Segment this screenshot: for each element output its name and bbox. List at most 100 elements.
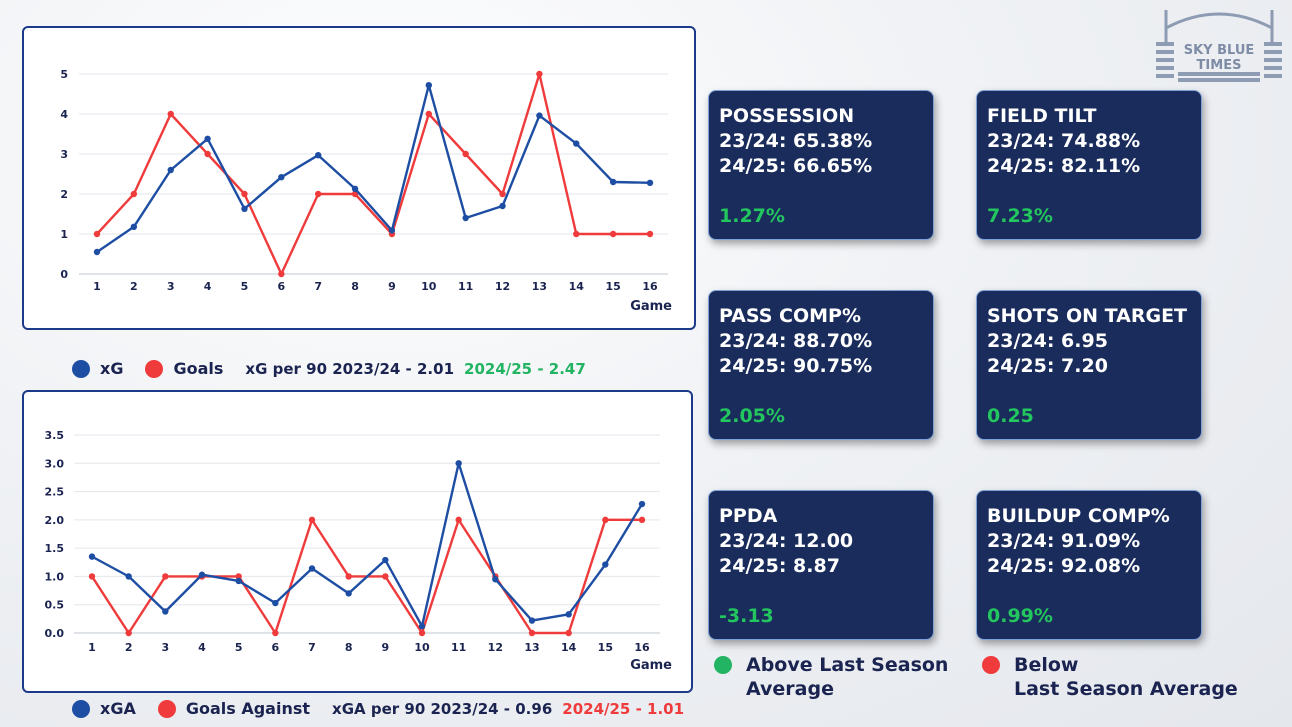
stat-card-title: POSSESSION xyxy=(719,105,855,127)
data-point-xga xyxy=(345,590,352,597)
y-tick-label: 3 xyxy=(60,148,68,161)
data-point-goals-against xyxy=(455,516,462,524)
data-point-xg xyxy=(278,174,285,181)
data-point-xga xyxy=(235,577,242,585)
stat-card-title: BUILDUP COMP% xyxy=(987,505,1170,527)
stat-card-last-season: 23/24: 6.95 xyxy=(987,330,1108,352)
logo-line2: TIMES xyxy=(1197,58,1242,73)
data-point-goals-against xyxy=(602,516,609,524)
xg-goals-chart-panel: 0 1 2 3 4 5 1 2 3 4 5 6 7 8 9 10 11 12 13 14 15 16 Game xyxy=(22,26,696,330)
x-tick-label: 11 xyxy=(458,280,473,293)
xga-per90-summary: xGA per 90 2023/24 - 0.96 xyxy=(332,699,553,718)
xga-legend: xGA Goals Against xGA per 90 2023/24 - 0… xyxy=(72,699,684,718)
x-axis-label: Game xyxy=(630,299,672,314)
data-point-goals xyxy=(646,230,654,238)
x-tick-label: 12 xyxy=(488,641,503,654)
data-point-goals xyxy=(499,190,506,198)
stat-card-buildup-comp: BUILDUP COMP% 23/24: 91.09% 24/25: 92.08… xyxy=(976,490,1202,640)
data-point-goals xyxy=(93,230,101,238)
data-point-xg xyxy=(462,214,469,222)
x-tick-label: 14 xyxy=(561,641,577,654)
y-tick-label: 3.0 xyxy=(45,457,65,470)
key-above-average: Above Last Season Average xyxy=(714,653,948,701)
key-above-dot xyxy=(714,656,732,674)
xg-per90-current: 2024/25 - 2.47 xyxy=(464,359,586,378)
data-point-xg xyxy=(425,82,432,89)
data-point-xg xyxy=(93,248,101,256)
x-tick-label: 5 xyxy=(241,280,249,293)
data-point-goals-against xyxy=(528,629,536,637)
stat-card-this-season: 24/25: 90.75% xyxy=(719,355,873,377)
y-tick-label: 0.5 xyxy=(45,599,65,612)
key-above-line1: Above Last Season xyxy=(746,654,949,676)
stat-card-delta: 1.27% xyxy=(719,205,785,227)
x-tick-label: 5 xyxy=(235,641,243,654)
data-point-goals-against xyxy=(125,629,132,637)
stat-card-shots-on-target: SHOTS ON TARGET 23/24: 6.95 24/25: 7.20 … xyxy=(976,290,1202,440)
x-tick-label: 2 xyxy=(125,641,133,654)
data-point-xga xyxy=(528,617,536,624)
stat-card-this-season: 24/25: 66.65% xyxy=(719,155,873,177)
series-line-xg xyxy=(96,84,651,253)
stat-card-last-season: 23/24: 91.09% xyxy=(987,530,1141,552)
data-point-goals-against xyxy=(88,573,96,580)
y-tick-label: 4 xyxy=(60,108,68,121)
data-point-goals-against xyxy=(418,629,426,637)
y-tick-label: 5 xyxy=(60,68,68,81)
data-point-goals-against xyxy=(235,573,242,580)
xga-legend-dot xyxy=(72,699,90,718)
x-tick-label: 7 xyxy=(314,280,322,293)
xga-goals-against-line-chart: 0.00.51.01.52.02.53.03.51 2 3 4 5 6 7 8 9 10 11 12 1… xyxy=(45,429,673,673)
data-point-goals xyxy=(536,70,543,78)
y-tick-label: 0.0 xyxy=(45,627,65,640)
stat-card-last-season: 23/24: 65.38% xyxy=(719,130,873,152)
x-tick-label: 15 xyxy=(598,641,613,654)
data-point-goals xyxy=(167,110,174,118)
data-point-xg xyxy=(609,178,617,186)
x-tick-label: 9 xyxy=(388,280,396,293)
x-tick-label: 8 xyxy=(351,280,359,293)
xga-goals-against-chart-panel: 0.0 0.5 1.0 1.5 2.0 2.5 3.0 3.5 1 2 3 4 5 6 7 8 9 10 11 12 1… xyxy=(22,390,693,693)
x-tick-label: 13 xyxy=(524,641,539,654)
x-tick-label: 1 xyxy=(93,280,101,293)
data-point-goals xyxy=(204,150,211,158)
data-point-xg xyxy=(388,227,396,234)
data-point-xg xyxy=(573,140,580,147)
key-above-line2: Average xyxy=(746,678,834,700)
data-point-goals xyxy=(130,190,138,198)
x-tick-label: 2 xyxy=(130,280,138,293)
stat-card-delta: 0.99% xyxy=(987,605,1053,627)
data-point-goals xyxy=(315,190,322,198)
data-point-xga xyxy=(565,611,572,618)
xga-legend-label: xGA xyxy=(100,699,136,718)
stat-card-last-season: 23/24: 12.00 xyxy=(719,530,854,552)
stat-card-pass-comp: PASS COMP% 23/24: 88.70% 24/25: 90.75% 2… xyxy=(708,290,934,440)
data-point-xg xyxy=(351,185,359,192)
data-point-xga xyxy=(602,561,609,568)
key-below-dot xyxy=(982,656,1000,674)
data-point-xga xyxy=(492,576,499,583)
y-tick-label: 2.0 xyxy=(45,514,65,527)
stat-card-title: PASS COMP% xyxy=(719,305,861,327)
stat-card-title: FIELD TILT xyxy=(987,105,1097,127)
data-point-goals-against xyxy=(162,573,169,580)
data-point-goals xyxy=(462,150,469,158)
y-tick-label: 3.5 xyxy=(45,429,65,442)
data-point-xga xyxy=(162,608,169,615)
stat-card-title: SHOTS ON TARGET xyxy=(987,305,1188,327)
x-tick-label: 3 xyxy=(162,641,170,654)
goals-against-legend-dot xyxy=(157,699,176,718)
xg-per90-summary: xG per 90 2023/24 - 2.01 xyxy=(245,359,455,378)
key-below-line1: Below xyxy=(1014,654,1079,676)
data-point-goals xyxy=(573,230,580,238)
stat-card-ppda: PPDA 23/24: 12.00 24/25: 8.87 -3.13 xyxy=(708,490,934,640)
data-point-xga xyxy=(418,623,426,630)
data-point-xga xyxy=(198,571,206,578)
stat-card-delta: 0.25 xyxy=(987,405,1034,427)
series-line-xga xyxy=(91,462,644,628)
x-tick-label: 13 xyxy=(532,280,547,293)
x-tick-label: 10 xyxy=(421,280,437,293)
key-below-average: Below Last Season Average xyxy=(982,653,1238,701)
data-point-xg xyxy=(241,205,248,212)
